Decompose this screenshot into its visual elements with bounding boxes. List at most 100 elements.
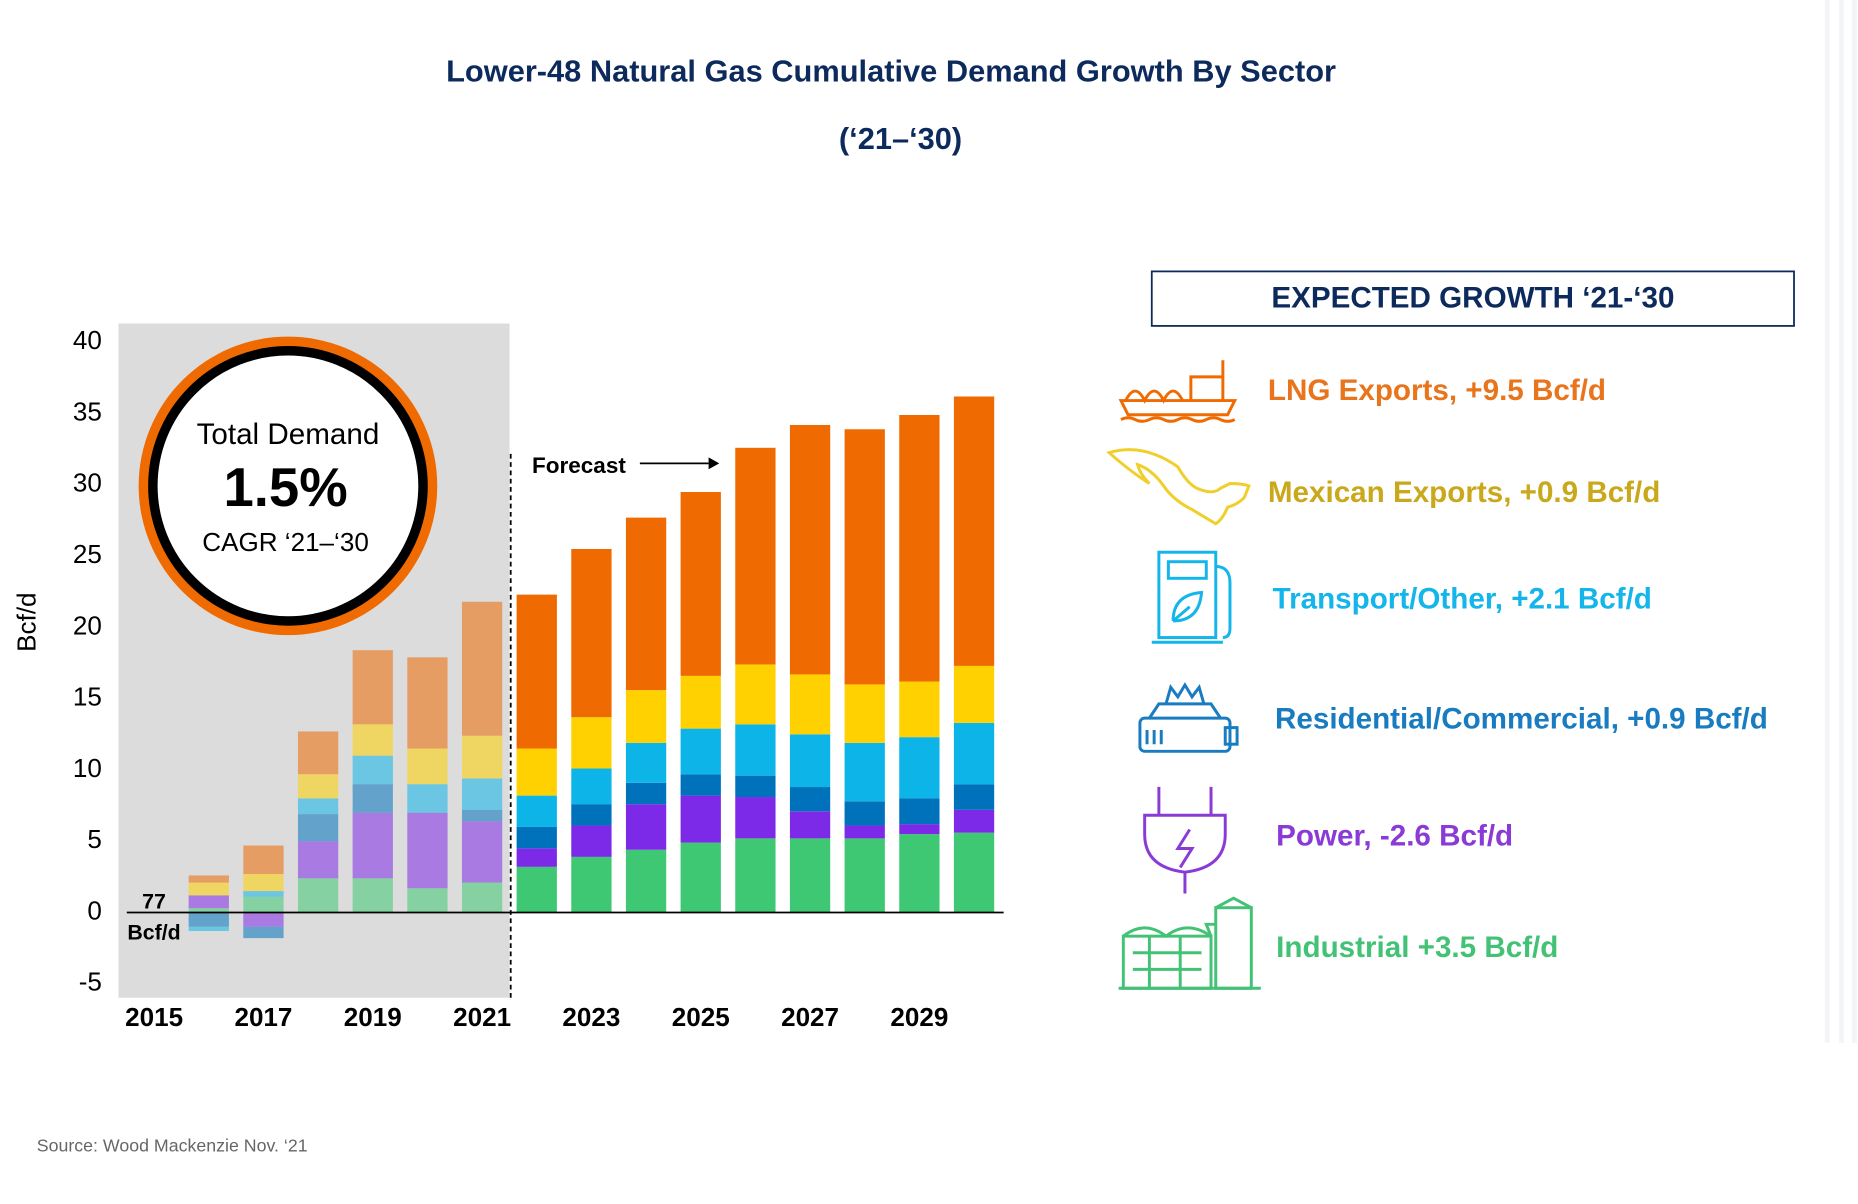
bar-segment	[625, 690, 667, 743]
bar-segment	[407, 748, 448, 785]
y-tick-label: 15	[73, 682, 102, 712]
forecast-label: Forecast	[532, 453, 626, 478]
bar-segment	[735, 775, 776, 798]
bar-segment	[953, 809, 995, 833]
bars	[188, 396, 995, 939]
bar-segment	[407, 888, 448, 913]
bar-segment	[297, 798, 339, 815]
bar-segment	[625, 517, 667, 691]
bar-segment	[297, 878, 339, 913]
bar-segment	[899, 681, 940, 738]
bar-segment	[297, 814, 339, 842]
bar-segment	[953, 832, 995, 913]
bar-segment	[516, 594, 557, 749]
icon-plug	[1143, 786, 1227, 894]
legend: LNG Exports, +9.5 Bcf/d Mexican Exports, …	[1268, 374, 1768, 964]
y-tick-label: 35	[73, 396, 102, 426]
bar-segment	[735, 838, 776, 913]
bar-segment	[899, 415, 940, 682]
y-tick-label: 0	[87, 895, 102, 925]
cagr-period: CAGR ‘21–‘30	[202, 527, 368, 557]
bar-segment	[352, 878, 393, 913]
x-tick-label: 2021	[453, 1002, 511, 1032]
bar-segment	[188, 926, 229, 932]
bar-segment	[243, 845, 284, 874]
bar-segment	[844, 825, 885, 839]
bar-segment	[243, 891, 284, 897]
bar-segment	[352, 724, 393, 756]
cagr-ring	[148, 346, 428, 626]
bar-segment	[953, 396, 995, 666]
x-tick-label: 2017	[234, 1002, 292, 1032]
bar-segment	[407, 812, 448, 889]
bar-segment	[188, 912, 229, 927]
bar-segment	[352, 812, 393, 879]
y-tick-label: 30	[73, 468, 102, 498]
bar-segment	[571, 825, 612, 857]
chart-title: Lower-48 Natural Gas Cumulative Demand G…	[446, 54, 1336, 89]
bar-segment	[899, 798, 940, 825]
bar-segment	[625, 782, 667, 805]
bar-segment	[625, 804, 667, 850]
legend-title-box	[1150, 270, 1795, 327]
bar-segment	[789, 787, 831, 812]
y-tick-label: 40	[73, 325, 102, 355]
bar-segment	[735, 447, 776, 665]
bar-segment	[680, 795, 721, 843]
bar-segment	[516, 848, 557, 867]
bar-segment	[571, 856, 612, 913]
y-tick-label: 10	[73, 753, 102, 783]
icon-pump	[1151, 550, 1232, 644]
bar-segment	[516, 748, 557, 796]
bar-segment	[789, 734, 831, 788]
bar-segment	[243, 873, 284, 892]
bar-segment	[735, 724, 776, 776]
bar-segment	[844, 684, 885, 743]
icon-factory	[1118, 896, 1261, 990]
bar-segment	[844, 838, 885, 913]
bar-segment	[899, 834, 940, 913]
bar-segment	[844, 801, 885, 826]
bar-segment	[953, 784, 995, 810]
bar-segment	[680, 774, 721, 796]
bar-segment	[516, 866, 557, 913]
bar-segment	[461, 821, 503, 883]
y-tick-label: 20	[73, 610, 102, 640]
bar-segment	[516, 795, 557, 827]
bar-segment	[571, 548, 612, 718]
bar-segment	[297, 841, 339, 879]
bar-segment	[571, 804, 612, 826]
bar-segment	[789, 811, 831, 839]
bar-segment	[352, 784, 393, 813]
legend-label: Transport/Other, +2.1 Bcf/d	[1273, 583, 1652, 616]
bar-segment	[297, 731, 339, 775]
corner-decoration	[1824, 0, 1857, 1043]
chart-subtitle: (‘21–‘30)	[839, 121, 962, 156]
bar-segment	[571, 768, 612, 805]
x-tick-label: 2019	[344, 1002, 402, 1032]
source-note: Source: Wood Mackenzie Nov. ‘21	[37, 1136, 308, 1156]
x-tick-label: 2025	[672, 1002, 730, 1032]
bar-segment	[680, 491, 721, 676]
bar-segment	[188, 895, 229, 909]
legend-label: Residential/Commercial, +0.9 Bcf/d	[1275, 702, 1768, 735]
bar-segment	[243, 896, 284, 913]
legend-label: Industrial +3.5 Bcf/d	[1276, 931, 1558, 964]
legend-title: EXPECTED GROWTH ‘21-‘30	[1271, 282, 1674, 315]
bar-segment	[844, 429, 885, 685]
bar-segment	[625, 849, 667, 913]
x-tick-label: 2027	[781, 1002, 839, 1032]
bar-segment	[407, 784, 448, 813]
y-tick-label: -5	[79, 967, 102, 997]
bar-segment	[789, 838, 831, 913]
bar-segment	[188, 875, 229, 883]
bar-segment	[461, 778, 503, 810]
bar-segment	[735, 797, 776, 839]
bar-segment	[407, 657, 448, 749]
bar-segment	[789, 424, 831, 675]
x-tick-label: 2015	[125, 1002, 183, 1032]
bar-segment	[461, 882, 503, 913]
bar-segment	[899, 824, 940, 835]
